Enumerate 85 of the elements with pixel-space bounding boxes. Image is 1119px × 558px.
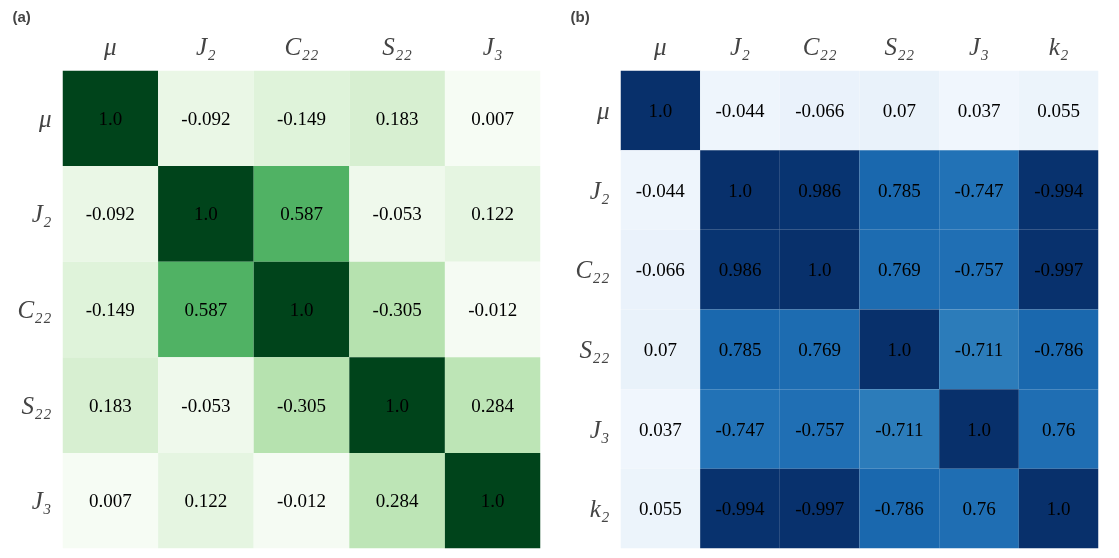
data-label: 0.055 — [638, 498, 682, 520]
data-label: -0.711 — [954, 338, 1004, 360]
x-tick-label: C₂₂ — [284, 32, 319, 60]
data-label: -0.757 — [795, 418, 845, 440]
data-label: 0.284 — [471, 394, 515, 416]
y-tick-label: J₃ — [31, 487, 52, 515]
chart-title: (a) — [12, 7, 31, 25]
data-label: 1.0 — [289, 299, 314, 320]
data-label: 0.769 — [798, 338, 842, 360]
y-tick-label: μ — [37, 104, 52, 132]
data-label: 0.007 — [471, 107, 515, 129]
data-label: -0.997 — [1034, 259, 1084, 281]
data-label: 1.0 — [807, 259, 832, 281]
y-tick-label: C₂₂ — [575, 256, 610, 284]
y-tick-label: S₂₂ — [21, 391, 52, 419]
y-tick-label: J₂ — [31, 200, 52, 228]
data-label: 0.07 — [882, 99, 916, 121]
data-label: -0.994 — [1034, 179, 1084, 201]
x-tick-label: C₂₂ — [802, 32, 837, 60]
data-label: -0.786 — [874, 498, 924, 520]
data-label: 0.587 — [184, 299, 228, 320]
data-label: 0.037 — [957, 99, 1001, 121]
data-label: 1.0 — [967, 418, 991, 440]
data-label: -0.053 — [372, 203, 422, 225]
data-label: -0.711 — [875, 418, 924, 440]
data-label: 0.183 — [375, 107, 419, 129]
data-label: 0.284 — [375, 490, 419, 512]
data-label: 0.07 — [643, 338, 677, 360]
data-label: -0.012 — [276, 490, 327, 512]
data-label: 1.0 — [887, 338, 912, 360]
data-label: -0.066 — [795, 99, 845, 121]
data-label: -0.747 — [954, 179, 1004, 201]
data-label: 0.986 — [718, 259, 762, 281]
x-tick-label: μ — [103, 32, 117, 60]
data-label: -0.092 — [181, 107, 231, 129]
data-label: -0.092 — [85, 203, 135, 225]
data-label: -0.786 — [1034, 338, 1084, 360]
y-tick-label: J₂ — [589, 176, 610, 204]
data-label: 0.76 — [1042, 418, 1076, 440]
data-label: 0.122 — [471, 203, 515, 225]
data-label: 0.055 — [1037, 99, 1081, 121]
data-label: 0.587 — [280, 203, 323, 225]
data-label: 0.769 — [877, 259, 921, 281]
data-label: 1.0 — [480, 490, 505, 512]
x-tick-label: S₂₂ — [884, 32, 915, 60]
data-label: 1.0 — [728, 179, 752, 201]
data-label: -0.149 — [85, 299, 135, 320]
data-label: -0.757 — [954, 259, 1004, 281]
chart-title: (b) — [570, 7, 590, 25]
data-label: 0.76 — [962, 498, 996, 520]
x-tick-label: J₂ — [196, 32, 217, 60]
y-tick-label: J₃ — [589, 415, 610, 443]
data-label: -0.305 — [372, 299, 422, 320]
y-tick-label: S₂₂ — [579, 335, 610, 363]
data-label: 0.183 — [88, 394, 132, 416]
x-tick-label: S₂₂ — [382, 32, 413, 60]
data-label: -0.305 — [276, 394, 327, 416]
data-label: 0.037 — [638, 418, 682, 440]
data-label: 1.0 — [385, 394, 409, 416]
data-label: -0.149 — [276, 107, 327, 129]
data-label: -0.044 — [715, 99, 766, 121]
x-tick-label: μ — [653, 32, 667, 60]
data-label: 1.0 — [648, 99, 673, 121]
data-label: 1.0 — [1046, 498, 1071, 520]
data-label: -0.066 — [635, 259, 685, 281]
data-label: 0.785 — [718, 338, 762, 360]
data-label: -0.994 — [715, 498, 766, 520]
data-label: -0.997 — [795, 498, 845, 520]
x-tick-label: k₂ — [1048, 32, 1069, 60]
data-label: -0.012 — [468, 299, 518, 320]
data-label: 0.986 — [798, 179, 842, 201]
y-tick-label: k₂ — [589, 495, 610, 523]
data-label: -0.747 — [715, 418, 765, 440]
y-tick-label: μ — [595, 96, 610, 124]
x-tick-label: J₃ — [482, 32, 503, 60]
data-label: 0.007 — [88, 490, 132, 512]
y-tick-label: C₂₂ — [17, 296, 52, 323]
data-label: 0.122 — [184, 490, 228, 512]
data-label: 1.0 — [194, 203, 218, 225]
data-label: -0.053 — [181, 394, 231, 416]
data-label: 0.785 — [877, 179, 921, 201]
x-tick-label: J₂ — [730, 32, 751, 60]
x-tick-label: J₃ — [969, 32, 989, 60]
data-label: -0.044 — [635, 179, 686, 201]
data-label: 1.0 — [98, 107, 123, 129]
